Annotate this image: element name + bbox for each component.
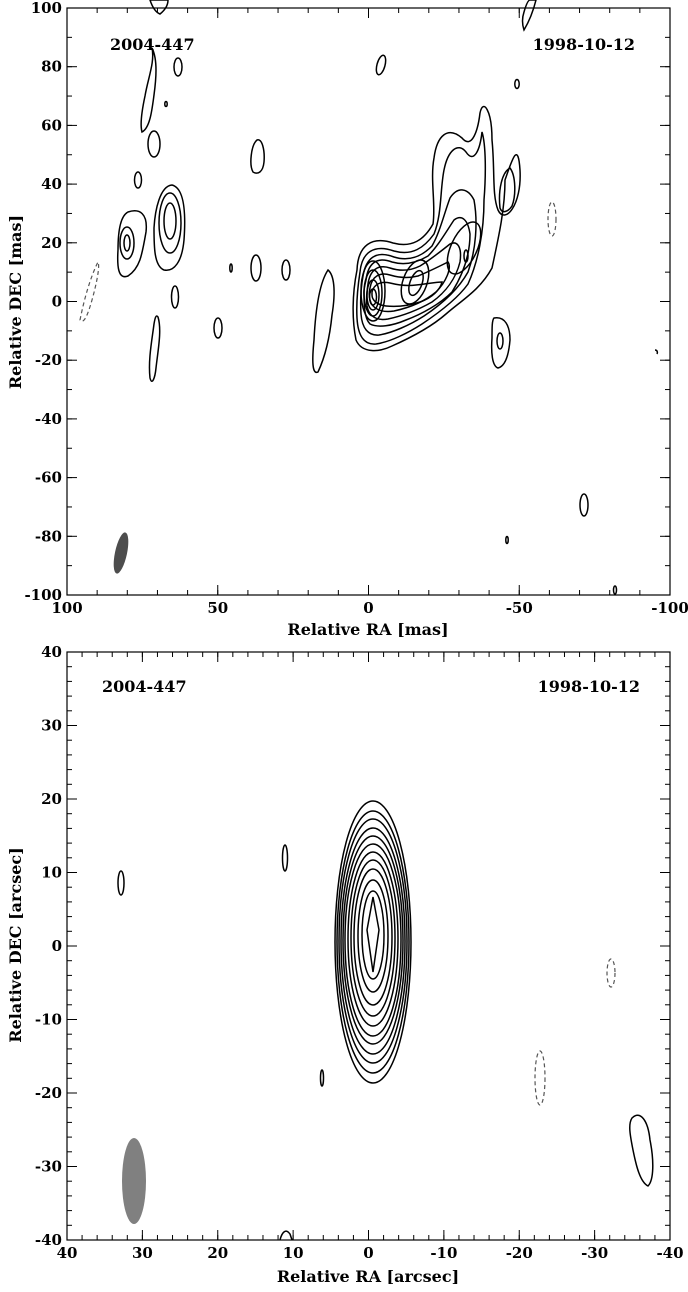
y-tick-label: -100	[24, 586, 62, 604]
x-tick-label: -50	[506, 599, 533, 617]
y-tick-label: 0	[52, 937, 62, 955]
y-tick-label: -20	[35, 1084, 62, 1102]
x-tick-label: 30	[132, 1244, 153, 1262]
y-tick-label: 20	[41, 234, 62, 252]
x-tick-label: 40	[57, 1244, 78, 1262]
x-tick-labels: 40 30 20 10 0 -10 -20 -30 -40	[57, 1244, 684, 1262]
beam-ellipse	[122, 1138, 146, 1224]
source-name: 2004-447	[102, 677, 187, 696]
x-tick-label: -30	[581, 1244, 608, 1262]
y-axis-label: Relative DEC [mas]	[6, 215, 25, 389]
y-tick-label: 60	[41, 116, 62, 134]
y-tick-labels: -100 -80 -60 -40 -20 0 20 40 60 80 100	[24, 0, 62, 604]
y-tick-label: -10	[35, 1011, 62, 1029]
y-tick-label: 40	[41, 643, 62, 661]
y-tick-label: -30	[35, 1158, 62, 1176]
panel-1: -100 -80 -60 -40 -20 0 20 40 60 80 100 100 50 0 -50 -1…	[6, 0, 688, 639]
y-tick-label: 20	[41, 790, 62, 808]
beam-ellipse	[113, 532, 129, 574]
panel-2: -40 -30 -20 -10 0 10 20 30 40 40 30 20 10 0 -10 -20 -30…	[6, 643, 684, 1286]
y-tick-label: 10	[41, 864, 62, 882]
source-name: 2004-447	[110, 35, 195, 54]
x-tick-labels: 100 50 0 -50 -100	[51, 599, 688, 617]
negative-contours	[534, 958, 616, 1106]
y-tick-label: 0	[52, 293, 62, 311]
x-tick-label: 20	[207, 1244, 228, 1262]
y-tick-label: -40	[35, 410, 62, 428]
tick-marks	[66, 651, 671, 1241]
y-tick-label: 40	[41, 175, 62, 193]
y-tick-label: 100	[31, 0, 62, 17]
y-tick-label: 80	[41, 58, 62, 76]
x-tick-label: 10	[283, 1244, 304, 1262]
x-tick-label: 50	[207, 599, 228, 617]
x-tick-label: -40	[656, 1244, 683, 1262]
y-tick-label: -80	[35, 527, 62, 545]
x-axis-label: Relative RA [arcsec]	[277, 1267, 459, 1286]
x-tick-label: 0	[363, 599, 373, 617]
negative-contours	[79, 201, 557, 322]
observation-date: 1998-10-12	[533, 35, 635, 54]
y-axis-label: Relative DEC [arcsec]	[6, 847, 25, 1042]
y-tick-labels: -40 -30 -20 -10 0 10 20 30 40	[35, 643, 62, 1249]
plot-frame	[66, 651, 671, 1241]
core-contours	[334, 800, 412, 1084]
extended-emission-contours	[116, 0, 659, 595]
y-tick-label: -60	[35, 469, 62, 487]
observation-date: 1998-10-12	[538, 677, 640, 696]
x-tick-label: 0	[363, 1244, 373, 1262]
core-contours	[352, 105, 521, 352]
tick-marks	[66, 7, 671, 596]
x-tick-label: 100	[51, 599, 82, 617]
y-tick-label: -20	[35, 351, 62, 369]
extended-emission-contours	[117, 844, 654, 1241]
x-tick-label: -10	[430, 1244, 457, 1262]
x-axis-label: Relative RA [mas]	[287, 620, 448, 639]
x-tick-label: -20	[506, 1244, 533, 1262]
y-tick-label: 30	[41, 717, 62, 735]
x-tick-label: -100	[651, 599, 688, 617]
y-tick-label: -40	[35, 1231, 62, 1249]
